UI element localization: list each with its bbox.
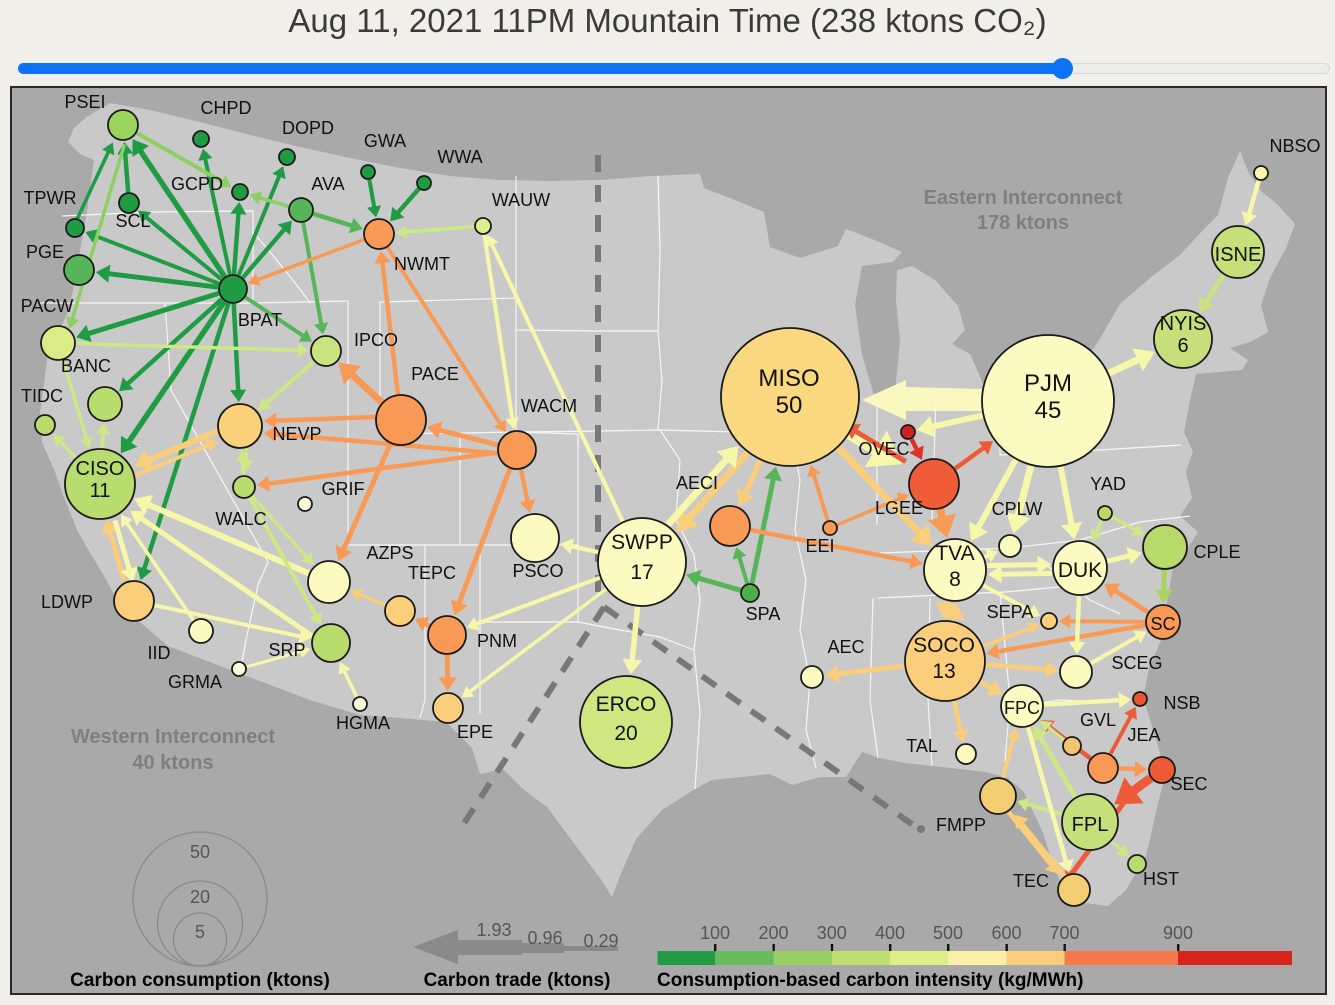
svg-text:TEPC: TEPC	[408, 563, 456, 583]
svg-text:DOPD: DOPD	[282, 118, 334, 138]
svg-text:100: 100	[700, 923, 730, 943]
svg-text:178 ktons: 178 ktons	[977, 212, 1069, 234]
svg-text:0.96: 0.96	[527, 928, 562, 948]
svg-text:AVA: AVA	[311, 174, 344, 194]
svg-text:600: 600	[991, 923, 1021, 943]
svg-text:MISO: MISO	[758, 365, 819, 392]
svg-text:HST: HST	[1143, 869, 1179, 889]
svg-text:5: 5	[195, 922, 205, 942]
svg-text:0.29: 0.29	[583, 931, 618, 951]
svg-text:700: 700	[1049, 923, 1079, 943]
svg-text:SEPA: SEPA	[987, 602, 1034, 622]
svg-text:Consumption-based carbon inten: Consumption-based carbon intensity (kg/M…	[657, 970, 1083, 991]
svg-text:TAL: TAL	[906, 736, 938, 756]
svg-text:CISO: CISO	[76, 458, 125, 480]
svg-text:900: 900	[1163, 923, 1193, 943]
svg-text:CPLW: CPLW	[992, 499, 1043, 519]
svg-text:20: 20	[614, 722, 637, 745]
svg-text:TEC: TEC	[1013, 871, 1049, 891]
svg-text:PACE: PACE	[411, 364, 459, 384]
svg-text:GRMA: GRMA	[168, 672, 222, 692]
svg-text:17: 17	[630, 561, 653, 584]
svg-text:GVL: GVL	[1080, 710, 1116, 730]
svg-text:EPE: EPE	[457, 722, 493, 742]
svg-text:SOCO: SOCO	[913, 634, 975, 657]
svg-text:AEC: AEC	[827, 637, 864, 657]
svg-text:1.93: 1.93	[476, 920, 511, 940]
svg-text:TPWR: TPWR	[24, 188, 77, 208]
svg-text:200: 200	[758, 923, 788, 943]
svg-text:PSCO: PSCO	[512, 561, 563, 581]
svg-text:WWA: WWA	[437, 147, 482, 167]
svg-text:SWPP: SWPP	[611, 531, 673, 554]
svg-text:Carbon trade (ktons): Carbon trade (ktons)	[424, 970, 611, 991]
svg-text:300: 300	[817, 923, 847, 943]
svg-text:PJM: PJM	[1024, 370, 1072, 397]
svg-text:45: 45	[1035, 397, 1062, 424]
svg-text:JEA: JEA	[1127, 725, 1160, 745]
svg-text:AZPS: AZPS	[366, 543, 413, 563]
svg-text:CPLE: CPLE	[1193, 542, 1240, 562]
svg-text:PNM: PNM	[477, 631, 517, 651]
svg-text:SC: SC	[1150, 614, 1175, 634]
svg-text:NBSO: NBSO	[1269, 136, 1320, 156]
svg-text:6: 6	[1177, 335, 1188, 357]
svg-text:ERCO: ERCO	[596, 693, 657, 716]
svg-text:NSB: NSB	[1163, 693, 1200, 713]
svg-text:NEVP: NEVP	[272, 424, 321, 444]
svg-text:400: 400	[875, 923, 905, 943]
svg-text:FPL: FPL	[1072, 814, 1109, 836]
svg-text:Western Interconnect: Western Interconnect	[71, 726, 275, 748]
svg-text:IPCO: IPCO	[354, 330, 398, 350]
svg-text:WACM: WACM	[521, 396, 577, 416]
svg-text:GCPD: GCPD	[171, 174, 223, 194]
svg-text:LGEE: LGEE	[875, 498, 923, 518]
svg-text:SCEG: SCEG	[1111, 653, 1162, 673]
svg-text:CHPD: CHPD	[200, 98, 251, 118]
svg-text:Eastern Interconnect: Eastern Interconnect	[924, 187, 1123, 209]
svg-text:IID: IID	[147, 643, 170, 663]
svg-text:WAUW: WAUW	[492, 190, 550, 210]
svg-text:40 ktons: 40 ktons	[132, 752, 213, 774]
svg-text:13: 13	[932, 660, 955, 683]
svg-text:50: 50	[190, 842, 210, 862]
svg-text:TVA: TVA	[935, 542, 974, 565]
svg-text:OVEC: OVEC	[858, 439, 909, 459]
svg-text:SPA: SPA	[746, 604, 781, 624]
svg-text:TIDC: TIDC	[21, 386, 63, 406]
svg-text:AECI: AECI	[676, 473, 718, 493]
svg-text:500: 500	[933, 923, 963, 943]
svg-text:PSEI: PSEI	[64, 92, 105, 112]
svg-text:8: 8	[949, 568, 961, 591]
svg-text:Carbon consumption (ktons): Carbon consumption (ktons)	[70, 970, 330, 991]
svg-text:11: 11	[90, 480, 111, 502]
svg-text:SRP: SRP	[268, 640, 305, 660]
svg-text:GRIF: GRIF	[322, 479, 365, 499]
svg-text:FMPP: FMPP	[936, 815, 986, 835]
svg-text:NWMT: NWMT	[394, 254, 450, 274]
svg-text:BPAT: BPAT	[238, 310, 282, 330]
svg-text:GWA: GWA	[364, 131, 406, 151]
svg-text:NYIS: NYIS	[1160, 313, 1207, 335]
svg-text:YAD: YAD	[1090, 474, 1126, 494]
svg-text:WALC: WALC	[215, 509, 266, 529]
svg-text:50: 50	[776, 392, 803, 419]
svg-text:DUK: DUK	[1058, 559, 1102, 582]
svg-text:ISNE: ISNE	[1215, 244, 1262, 266]
svg-text:HGMA: HGMA	[336, 713, 390, 733]
svg-text:FPC: FPC	[1004, 698, 1040, 718]
svg-text:SEC: SEC	[1170, 774, 1207, 794]
svg-text:EEI: EEI	[805, 536, 834, 556]
svg-text:SCL: SCL	[115, 211, 150, 231]
svg-text:PACW: PACW	[21, 296, 74, 316]
svg-text:20: 20	[190, 887, 210, 907]
svg-text:LDWP: LDWP	[41, 592, 93, 612]
svg-text:PGE: PGE	[26, 242, 64, 262]
svg-text:BANC: BANC	[61, 356, 111, 376]
